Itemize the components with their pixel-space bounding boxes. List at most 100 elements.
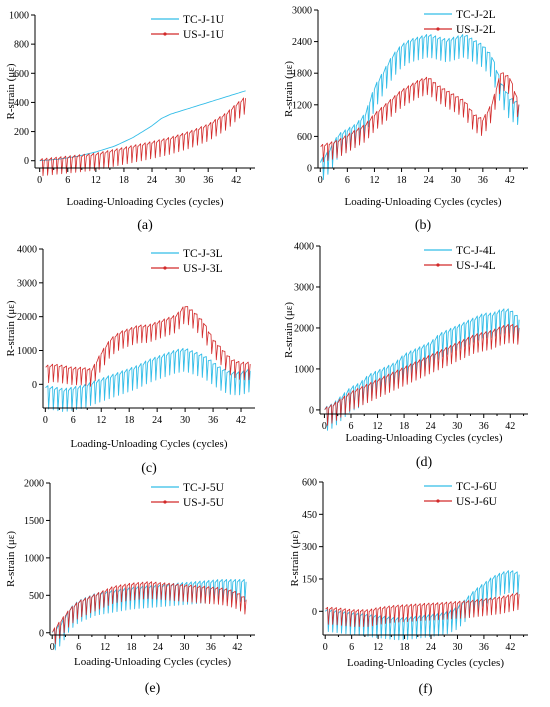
y-tick-label: 3000 xyxy=(17,278,37,289)
y-tick-label: 3000 xyxy=(294,282,314,293)
y-tick-label: 600 xyxy=(302,478,317,489)
x-axis-title: Loading-Unloading Cycles (cycles) xyxy=(344,196,501,208)
legend-label: TC-J-6U xyxy=(456,481,498,493)
legend-label: TC-J-1U xyxy=(183,14,225,26)
x-tick-label: 12 xyxy=(96,415,106,426)
y-tick-label: 2400 xyxy=(292,37,312,48)
y-tick-label: 800 xyxy=(14,40,29,51)
x-axis-title: Loading-Unloading Cycles (cycles) xyxy=(347,657,504,669)
x-tick-label: 30 xyxy=(179,642,189,653)
series-line-US-J-3L xyxy=(45,306,251,387)
legend-marker xyxy=(163,500,167,504)
x-tick-label: 42 xyxy=(236,415,246,426)
series-line-TC-J-1U xyxy=(39,90,246,162)
legend-label: US-J-2L xyxy=(456,24,496,36)
x-tick-label: 42 xyxy=(231,175,241,186)
y-tick-label: 4000 xyxy=(294,242,314,253)
y-tick-label: 1500 xyxy=(24,516,44,527)
x-tick-label: 6 xyxy=(71,415,76,426)
x-tick-label: 12 xyxy=(373,421,383,432)
legend-label: TC-J-4L xyxy=(456,245,496,257)
y-tick-label: 1000 xyxy=(294,364,314,375)
x-tick-label: 42 xyxy=(505,642,515,653)
y-tick-label: 0 xyxy=(309,405,314,416)
x-tick-label: 18 xyxy=(127,642,137,653)
series-line-TC-J-2L xyxy=(319,34,520,181)
legend-marker xyxy=(163,32,167,36)
series-line-US-J-2L xyxy=(320,72,520,163)
y-tick-label: 500 xyxy=(29,591,44,602)
y-tick-label: 1800 xyxy=(292,69,312,80)
x-tick-label: 6 xyxy=(345,175,350,186)
y-axis-title: R-strain (με) xyxy=(283,302,295,358)
legend-label: US-J-1U xyxy=(183,29,225,41)
series-line-TC-J-3L xyxy=(45,347,251,412)
series-line-US-J-1U xyxy=(39,97,246,177)
legend-label: US-J-4L xyxy=(456,260,496,272)
legend-marker xyxy=(436,499,440,503)
y-axis-title: R-strain (με) xyxy=(5,300,17,356)
x-axis-title: Loading-Unloading Cycles (cycles) xyxy=(70,438,227,450)
y-tick-label: 600 xyxy=(14,69,29,80)
y-axis-title: R-strain (με) xyxy=(289,530,301,586)
y-tick-label: 300 xyxy=(302,542,317,553)
series-line-US-J-4L xyxy=(324,323,520,426)
x-tick-label: 42 xyxy=(232,642,242,653)
y-tick-label: 1000 xyxy=(24,553,44,564)
legend-label: TC-J-2L xyxy=(456,9,496,21)
series-line-US-J-6U xyxy=(325,592,520,627)
legend-marker xyxy=(163,266,167,270)
x-tick-label: 18 xyxy=(124,415,134,426)
y-tick-label: 400 xyxy=(14,98,29,109)
x-tick-label: 0 xyxy=(50,642,55,653)
x-tick-label: 0 xyxy=(43,415,48,426)
chart-panel-6: 0 6 12 18 24 30 36 42 0 150 300 450 600 Loading-Unloa… xyxy=(289,478,528,697)
x-tick-label: 42 xyxy=(505,175,515,186)
x-tick-label: 24 xyxy=(147,175,157,186)
y-tick-label: 450 xyxy=(302,510,317,521)
legend-marker xyxy=(436,263,440,267)
x-tick-label: 18 xyxy=(119,175,129,186)
x-tick-label: 18 xyxy=(397,175,407,186)
y-tick-label: 0 xyxy=(24,156,29,167)
y-tick-label: 2000 xyxy=(24,479,44,490)
panel-label: (f) xyxy=(419,682,433,697)
y-tick-label: 4000 xyxy=(17,245,37,256)
x-tick-label: 36 xyxy=(203,175,213,186)
x-tick-label: 24 xyxy=(152,415,162,426)
x-tick-label: 12 xyxy=(100,642,110,653)
y-tick-label: 150 xyxy=(302,574,317,585)
chart-panel-4: 0 6 12 18 24 30 36 42 0 1000 2000 3000 4000 Loading-U… xyxy=(283,242,528,470)
panel-label: (c) xyxy=(141,461,157,476)
series-line-US-J-5U xyxy=(52,581,247,645)
x-tick-label: 12 xyxy=(373,642,383,653)
chart-panel-3: 0 6 12 18 24 30 36 42 0 1000 2000 3000 4000 Loading-U… xyxy=(5,245,255,476)
y-tick-label: 3000 xyxy=(292,6,312,17)
x-tick-label: 30 xyxy=(180,415,190,426)
y-tick-label: 1200 xyxy=(292,100,312,111)
legend-label: TC-J-5U xyxy=(183,482,225,494)
x-tick-label: 6 xyxy=(65,175,70,186)
x-tick-label: 18 xyxy=(399,421,409,432)
legend-label: TC-J-3L xyxy=(183,248,223,260)
y-tick-label: 2000 xyxy=(294,323,314,334)
x-axis-title: Loading-Unloading Cycles (cycles) xyxy=(345,432,502,444)
y-tick-label: 0 xyxy=(312,607,317,618)
panel-label: (e) xyxy=(145,681,161,696)
y-axis-title: R-strain (με) xyxy=(5,531,17,587)
y-tick-label: 1000 xyxy=(9,11,29,22)
x-tick-label: 36 xyxy=(479,421,489,432)
x-axis-title: Loading-Unloading Cycles (cycles) xyxy=(74,656,231,668)
y-tick-label: 2000 xyxy=(17,312,37,323)
x-tick-label: 30 xyxy=(175,175,185,186)
x-tick-label: 24 xyxy=(426,421,436,432)
panel-label: (a) xyxy=(137,218,153,233)
y-tick-label: 0 xyxy=(307,164,312,175)
x-tick-label: 30 xyxy=(452,421,462,432)
x-tick-label: 24 xyxy=(426,642,436,653)
x-axis-title: Loading-Unloading Cycles (cycles) xyxy=(66,196,223,208)
y-tick-label: 1000 xyxy=(17,346,37,357)
x-tick-label: 42 xyxy=(505,421,515,432)
x-tick-label: 0 xyxy=(323,642,328,653)
